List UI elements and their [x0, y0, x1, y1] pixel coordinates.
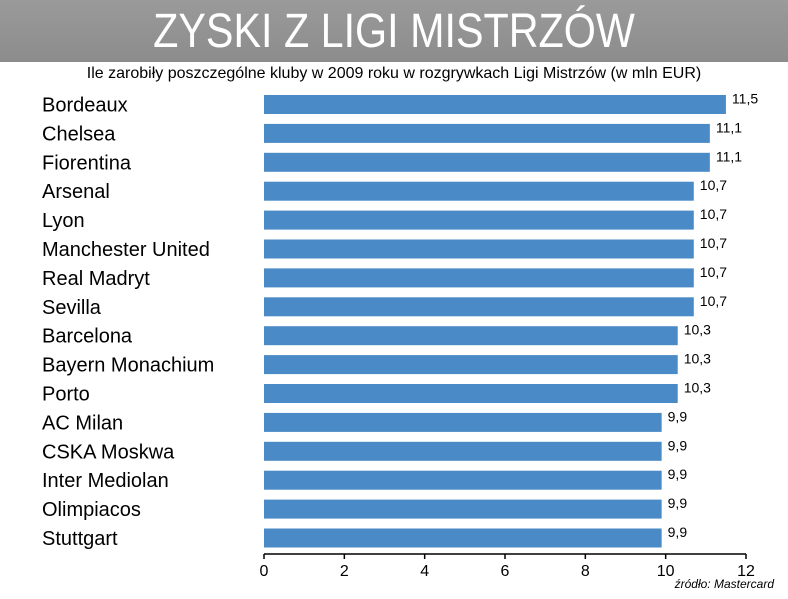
category-label: Sevilla	[42, 297, 102, 319]
data-label: 9,9	[668, 466, 688, 482]
category-labels-layer: Bordeaux Chelsea Fiorentina Arsenal Lyon Manc…	[42, 95, 214, 551]
category-label: Arsenal	[42, 181, 110, 203]
category-label: Fiorentina	[42, 152, 132, 174]
data-label: 10,3	[684, 380, 711, 396]
data-label: 10,7	[700, 264, 727, 280]
bar	[264, 384, 678, 403]
x-tick-label: 12	[737, 563, 755, 580]
bar	[264, 268, 694, 288]
data-label: 10,3	[684, 351, 711, 367]
data-label: 9,9	[668, 524, 688, 540]
category-label: AC Milan	[42, 412, 123, 434]
category-label: Real Madryt	[42, 268, 150, 290]
data-label: 9,9	[668, 495, 688, 511]
bar	[264, 181, 694, 201]
bar	[264, 95, 726, 114]
bar	[264, 412, 662, 432]
category-label: Bordeaux	[42, 95, 128, 117]
bar	[264, 355, 678, 375]
chart-title: ZYSKI Z LIGI MISTRZÓW	[153, 5, 635, 58]
bar	[264, 152, 710, 172]
bar	[264, 297, 694, 317]
category-label: Olimpiacos	[42, 499, 141, 521]
bar	[264, 239, 694, 259]
data-label: 11,5	[732, 91, 758, 107]
title-band	[0, 0, 788, 62]
x-tick-label: 6	[501, 563, 510, 580]
data-label: 9,9	[668, 437, 688, 453]
bar	[264, 499, 662, 519]
category-label: Chelsea	[42, 123, 116, 145]
source-note: źródło: Mastercard	[674, 577, 774, 591]
data-label: 10,7	[700, 206, 727, 222]
data-label: 11,1	[716, 119, 742, 135]
bar	[264, 470, 662, 490]
data-label: 9,9	[668, 408, 688, 424]
x-tick-label: 10	[657, 563, 675, 580]
x-tick-label: 2	[340, 563, 349, 580]
bar	[264, 441, 662, 461]
category-label: Manchester United	[42, 239, 210, 261]
bar	[264, 528, 662, 548]
category-label: Barcelona	[42, 326, 133, 348]
x-tick-label: 4	[420, 563, 429, 580]
bar	[264, 123, 710, 143]
data-labels-layer: 11,5 11,1 11,1 10,7 10,7 10,7 10,7 10,7 10,3 10,3…	[668, 91, 759, 541]
category-label: Inter Mediolan	[42, 470, 169, 492]
bars-layer	[264, 95, 726, 548]
category-label: Lyon	[42, 210, 85, 232]
data-label: 10,7	[700, 177, 727, 193]
data-label: 10,7	[700, 235, 727, 251]
category-label: Porto	[42, 384, 90, 406]
x-axis: 0 2 4 6 8 10 12	[260, 553, 755, 580]
x-tick-label: 0	[260, 563, 269, 580]
data-label: 10,3	[684, 322, 711, 338]
chart-subtitle: Ile zarobiły poszczególne kluby w 2009 r…	[86, 65, 702, 82]
bar	[264, 326, 678, 346]
bar	[264, 210, 694, 230]
category-label: Bayern Monachium	[42, 355, 214, 377]
data-label: 10,7	[700, 293, 727, 309]
x-tick-label: 8	[581, 563, 590, 580]
category-label: CSKA Moskwa	[42, 441, 175, 463]
category-label: Stuttgart	[42, 528, 118, 550]
data-label: 11,1	[716, 148, 742, 164]
